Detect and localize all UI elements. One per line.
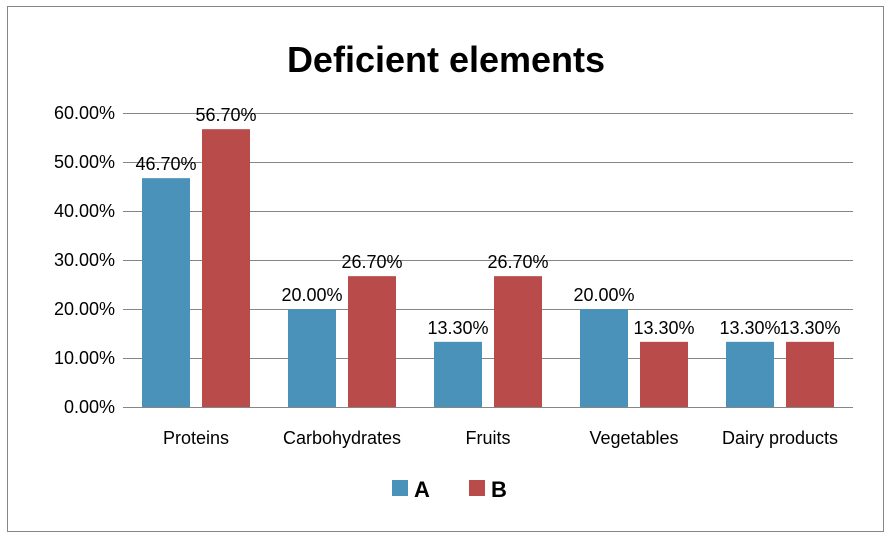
data-label: 26.70% (341, 252, 402, 272)
bar-b (202, 129, 250, 408)
legend-label-b: B (491, 477, 507, 502)
bar-b (494, 276, 542, 407)
x-tick-label: Carbohydrates (283, 428, 401, 448)
bar-b (786, 341, 834, 407)
bar-a (580, 309, 628, 407)
y-tick-label: 30.00% (54, 250, 115, 270)
data-label: 13.30% (633, 318, 694, 338)
y-tick-label: 60.00% (54, 103, 115, 123)
data-label: 13.30% (427, 318, 488, 338)
y-tick-label: 40.00% (54, 201, 115, 221)
bar-b (640, 341, 688, 407)
x-tick-label: Fruits (466, 428, 511, 448)
data-label: 46.70% (135, 154, 196, 174)
y-tick-label: 10.00% (54, 348, 115, 368)
legend-swatch-a (392, 480, 408, 496)
data-label: 20.00% (573, 285, 634, 305)
chart-title: Deficient elements (287, 39, 605, 80)
y-tick-label: 50.00% (54, 152, 115, 172)
legend-swatch-b (469, 480, 485, 496)
data-label: 13.30% (719, 318, 780, 338)
data-label: 56.70% (195, 105, 256, 125)
legend-label-a: A (414, 477, 430, 502)
bar-a (288, 309, 336, 407)
bar-a (434, 341, 482, 407)
x-tick-label: Dairy products (722, 428, 838, 448)
bar-a (726, 341, 774, 407)
y-tick-label: 0.00% (64, 397, 115, 417)
bar-b (348, 276, 396, 407)
x-tick-label: Vegetables (589, 428, 678, 448)
x-tick-label: Proteins (163, 428, 229, 448)
chart-frame (7, 6, 884, 532)
data-label: 13.30% (779, 318, 840, 338)
data-label: 26.70% (487, 252, 548, 272)
data-label: 20.00% (281, 285, 342, 305)
bar-a (142, 178, 190, 407)
y-tick-label: 20.00% (54, 299, 115, 319)
